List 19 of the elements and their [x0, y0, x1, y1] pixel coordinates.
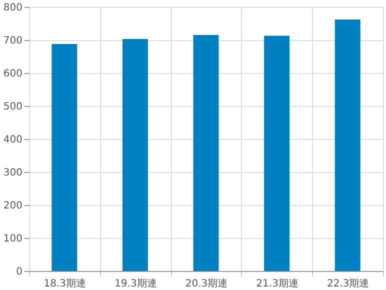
y-tick-label: 400: [3, 134, 22, 146]
y-tick-label: 100: [3, 234, 22, 244]
x-tick-label: 19.3期連: [114, 278, 157, 290]
bar: [193, 35, 219, 271]
y-tick-label: 800: [3, 2, 22, 14]
y-tick-label: 300: [3, 168, 22, 178]
bar: [52, 44, 78, 271]
bar: [334, 20, 360, 271]
bar: [264, 36, 290, 271]
x-tick-label: 22.3期連: [326, 278, 370, 290]
y-tick-label: 600: [3, 68, 22, 80]
y-tick-label: 0: [16, 266, 22, 278]
y-tick-label: 200: [3, 200, 22, 212]
y-tick-label: 500: [3, 102, 22, 112]
x-tick-label: 18.3期連: [44, 278, 86, 290]
x-tick-label: 20.3期連: [185, 278, 228, 290]
y-tick-label: 700: [3, 36, 22, 46]
x-tick-label: 21.3期連: [256, 278, 298, 290]
bar: [122, 39, 148, 271]
